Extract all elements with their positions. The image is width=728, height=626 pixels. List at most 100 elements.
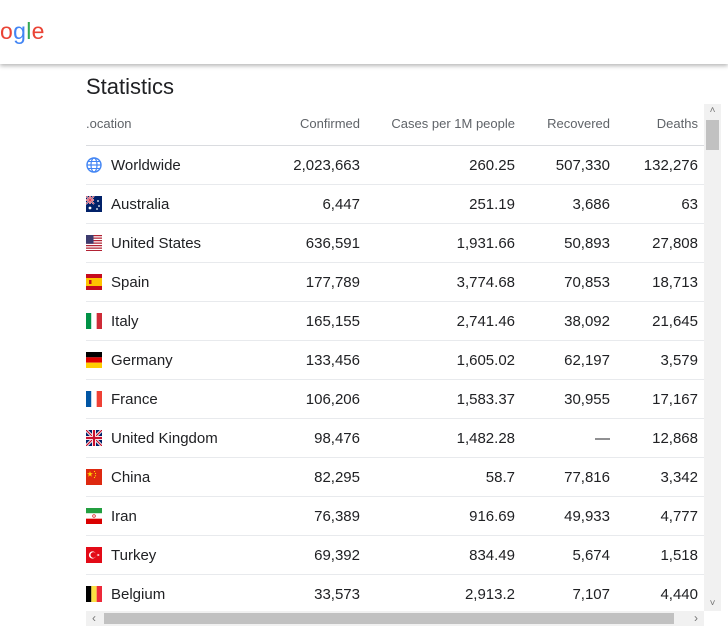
uk-flag-icon [86, 428, 104, 448]
table-row[interactable]: Belgium 33,573 2,913.2 7,107 4,440 [86, 575, 704, 611]
horizontal-scrollbar[interactable]: ‹ › [86, 611, 704, 626]
cell-recovered: 38,092 [564, 313, 610, 330]
column-header-recovered[interactable]: Recovered [547, 116, 610, 131]
cell-per-million: 1,482.28 [456, 430, 515, 447]
australia-flag-icon [86, 195, 102, 212]
cell-deaths: 4,440 [660, 586, 698, 603]
cell-confirmed: 6,447 [322, 196, 360, 213]
scroll-down-icon[interactable]: ˅ [709, 598, 716, 609]
cell-recovered: 62,197 [564, 352, 610, 369]
italy-flag-icon [86, 313, 102, 329]
cell-confirmed: 636,591 [305, 235, 360, 252]
cell-per-million: 3,774.68 [456, 274, 515, 291]
cell-location: Australia [111, 196, 170, 213]
cell-recovered: 49,933 [564, 508, 610, 525]
cell-location: Belgium [111, 586, 166, 603]
cell-recovered: 77,816 [564, 469, 610, 486]
vertical-scroll-thumb[interactable] [706, 120, 719, 150]
table-row[interactable]: Spain 177,789 3,774.68 70,853 18,713 [86, 263, 704, 302]
horizontal-scroll-thumb[interactable] [104, 613, 674, 624]
table-row[interactable]: Worldwide 2,023,663 260.25 507,330 132,276 [86, 146, 704, 185]
cell-deaths: 18,713 [652, 274, 698, 291]
cell-recovered: 30,955 [564, 391, 610, 408]
china-flag-icon [86, 469, 102, 485]
cell-recovered: 3,686 [572, 196, 610, 213]
cell-recovered: 70,853 [564, 274, 610, 291]
cell-per-million: 251.19 [469, 196, 515, 213]
cell-deaths: 1,518 [660, 547, 698, 564]
cell-per-million: 2,741.46 [456, 313, 515, 330]
cell-deaths: 12,868 [652, 430, 698, 447]
cell-deaths: 3,342 [660, 469, 698, 486]
logo-letter: o [0, 18, 14, 44]
cell-per-million: 2,913.2 [464, 586, 515, 603]
table-row[interactable]: Australia 6,447 251.19 3,686 63 [86, 185, 704, 224]
cell-per-million: 916.69 [469, 508, 515, 525]
top-bar: ogle [0, 0, 728, 64]
table-row[interactable]: Germany 133,456 1,605.02 62,197 3,579 [86, 341, 704, 380]
vertical-scrollbar[interactable]: ˄ ˅ [704, 104, 721, 611]
column-header-per-million[interactable]: Cases per 1M people [391, 116, 515, 131]
cell-recovered: — [595, 430, 610, 447]
cell-location: Italy [111, 313, 139, 330]
cell-location: United Kingdom [111, 430, 218, 447]
cell-deaths: 3,579 [660, 352, 698, 369]
column-header-location[interactable]: .ocation [86, 116, 132, 131]
table-row[interactable]: Turkey 69,392 834.49 5,674 1,518 [86, 536, 704, 575]
cell-confirmed: 69,392 [314, 547, 360, 564]
turkey-flag-icon [86, 547, 102, 563]
globe-icon [86, 157, 102, 173]
cell-per-million: 1,583.37 [456, 391, 515, 408]
cell-location: France [111, 391, 158, 408]
cell-confirmed: 82,295 [314, 469, 360, 486]
table-row[interactable]: Iran 76,389 916.69 49,933 4,777 [86, 497, 704, 536]
cell-location: Germany [111, 352, 173, 369]
cell-confirmed: 2,023,663 [293, 157, 360, 174]
column-header-confirmed[interactable]: Confirmed [300, 116, 360, 131]
table-row[interactable]: China 82,295 58.7 77,816 3,342 [86, 458, 704, 497]
cell-recovered: 507,330 [555, 157, 610, 174]
logo-letter: g [13, 18, 27, 44]
logo-letter: l [26, 18, 32, 44]
scroll-right-icon[interactable]: › [694, 611, 698, 625]
cell-per-million: 58.7 [485, 469, 515, 486]
table-row[interactable]: Italy 165,155 2,741.46 38,092 21,645 [86, 302, 704, 341]
cell-confirmed: 165,155 [305, 313, 360, 330]
scroll-left-icon[interactable]: ‹ [92, 611, 96, 625]
cell-confirmed: 177,789 [305, 274, 360, 291]
google-logo[interactable]: ogle [0, 18, 45, 45]
cell-confirmed: 133,456 [305, 352, 360, 369]
cell-confirmed: 33,573 [314, 586, 360, 603]
cell-confirmed: 98,476 [314, 430, 360, 447]
cell-deaths: 17,167 [652, 391, 698, 408]
cell-location: Turkey [111, 547, 157, 564]
cell-per-million: 1,605.02 [456, 352, 515, 369]
page-title: Statistics [86, 74, 175, 99]
logo-letter: e [31, 18, 45, 44]
cell-recovered: 5,674 [572, 547, 610, 564]
scroll-up-icon[interactable]: ˄ [709, 105, 716, 116]
cell-deaths: 21,645 [652, 313, 698, 330]
cell-per-million: 834.49 [469, 547, 515, 564]
table-header: .ocation Confirmed Cases per 1M people R… [86, 104, 704, 146]
belgium-flag-icon [86, 586, 102, 602]
cell-per-million: 1,931.66 [456, 235, 515, 252]
cell-recovered: 7,107 [572, 586, 610, 603]
cell-deaths: 132,276 [643, 157, 698, 174]
column-header-deaths[interactable]: Deaths [656, 116, 698, 131]
us-flag-icon [86, 235, 102, 251]
cell-location: United States [111, 235, 202, 252]
table-row[interactable]: France 106,206 1,583.37 30,955 17,167 [86, 380, 704, 419]
cell-deaths: 4,777 [660, 508, 698, 525]
cell-location: Spain [111, 274, 150, 291]
cell-deaths: 63 [681, 196, 698, 213]
cell-confirmed: 76,389 [314, 508, 360, 525]
iran-flag-icon [86, 508, 102, 524]
france-flag-icon [86, 391, 102, 407]
cell-location: Iran [111, 508, 137, 525]
table-row[interactable]: United States 636,591 1,931.66 50,893 27,808 [86, 224, 704, 263]
statistics-table: .ocation Confirmed Cases per 1M people R… [86, 104, 704, 611]
table-row[interactable]: United Kingdom 98,476 1,482.28 — 12,868 [86, 419, 704, 458]
spain-flag-icon [86, 274, 102, 290]
cell-confirmed: 106,206 [305, 391, 360, 408]
